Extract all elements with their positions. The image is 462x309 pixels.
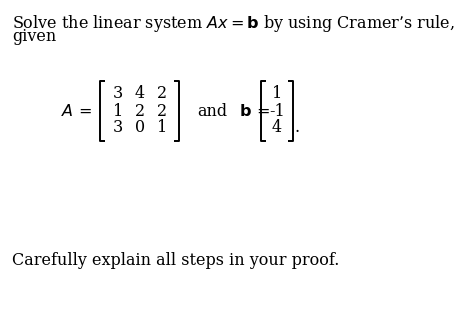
Text: 1: 1	[272, 86, 282, 103]
Text: 4: 4	[135, 86, 145, 103]
Text: 2: 2	[157, 103, 167, 120]
Text: Carefully explain all steps in your proof.: Carefully explain all steps in your proo…	[12, 252, 340, 269]
Text: 4: 4	[272, 120, 282, 137]
Text: Solve the linear system $Ax = \mathbf{b}$ by using Cramer’s rule,: Solve the linear system $Ax = \mathbf{b}…	[12, 13, 455, 34]
Text: 2: 2	[157, 86, 167, 103]
Text: 0: 0	[135, 120, 145, 137]
Text: .: .	[295, 120, 300, 137]
Text: 2: 2	[135, 103, 145, 120]
Text: 3: 3	[113, 86, 123, 103]
Text: given: given	[12, 28, 56, 45]
Text: 1: 1	[113, 103, 123, 120]
Text: $A\,{=}$: $A\,{=}$	[61, 103, 92, 120]
Text: -1: -1	[269, 103, 285, 120]
Text: and: and	[197, 103, 227, 120]
Text: 1: 1	[157, 120, 167, 137]
Text: $\mathbf{b}\,{=}$: $\mathbf{b}\,{=}$	[239, 103, 270, 120]
Text: 3: 3	[113, 120, 123, 137]
